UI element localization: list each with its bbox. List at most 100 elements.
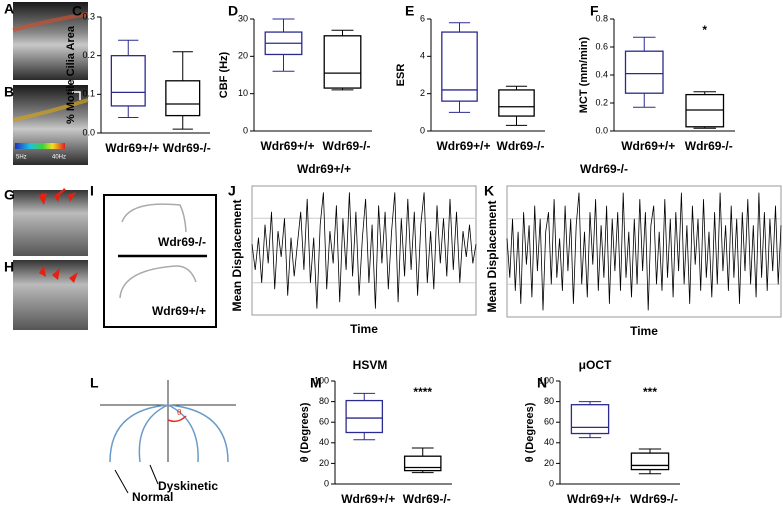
y-tick-label: 100 — [314, 375, 329, 385]
colorbar — [15, 143, 65, 149]
y-tick-label: 0.8 — [595, 13, 608, 23]
y-tick-label: 0 — [243, 125, 248, 135]
panel-label: B — [4, 84, 14, 100]
colorbar-low: 5Hz — [16, 155, 27, 161]
image-g — [13, 190, 88, 256]
panel-label: K — [484, 183, 494, 199]
y-axis-label: ESR — [395, 64, 407, 87]
y-tick-label: 0.0 — [595, 125, 608, 135]
panel-label: A — [4, 1, 14, 17]
box — [345, 399, 384, 434]
y-tick-label: 0.4 — [595, 69, 608, 79]
y-axis-label: θ (Degrees) — [299, 402, 311, 462]
scale-bar — [72, 91, 81, 100]
y-tick-label: 0.2 — [82, 50, 95, 60]
cilia-trace — [121, 203, 187, 233]
x-tick-label: Wdr69-/- — [403, 492, 451, 506]
y-tick-label: 40 — [319, 437, 329, 447]
x-tick-label: Wdr69+/+ — [567, 492, 621, 506]
x-axis-label: Time — [350, 322, 378, 336]
x-tick-label: Wdr69+/+ — [621, 139, 675, 153]
trace — [251, 192, 477, 309]
annotation: **** — [413, 385, 432, 399]
label: Wdr69-/- — [158, 235, 206, 249]
y-axis-label: Mean Displacement — [230, 199, 244, 311]
y-tick-label: 80 — [544, 396, 554, 406]
y-tick-label: 0.0 — [82, 127, 95, 137]
y-tick-label: 0.1 — [82, 89, 95, 99]
box — [165, 80, 201, 117]
y-tick-label: 60 — [544, 417, 554, 427]
panel-label: D — [228, 3, 238, 19]
y-tick-label: 60 — [319, 417, 329, 427]
y-tick-label: 20 — [319, 458, 329, 468]
panel-label: I — [90, 183, 94, 199]
box — [441, 31, 478, 102]
box — [403, 455, 442, 472]
x-tick-label: Wdr69-/- — [685, 139, 733, 153]
frame-i — [103, 194, 217, 328]
y-tick-label: 6 — [420, 13, 425, 23]
y-tick-label: 40 — [544, 437, 554, 447]
overlay — [12, 12, 89, 32]
panel-label: H — [4, 259, 14, 275]
y-tick-label: 10 — [238, 88, 248, 98]
arrows — [38, 188, 78, 283]
x-tick-label: Wdr69-/- — [630, 492, 678, 506]
y-axis-label: CBF (Hz) — [218, 51, 230, 98]
y-tick-label: 80 — [319, 396, 329, 406]
y-tick-label: 30 — [238, 13, 248, 23]
y-tick-label: 0 — [549, 478, 554, 488]
x-tick-label: Wdr69-/- — [497, 139, 545, 153]
y-tick-label: 0.6 — [595, 41, 608, 51]
annotation: * — [702, 23, 707, 37]
x-tick-label: Wdr69+/+ — [105, 141, 159, 155]
chart-title: Wdr69+/+ — [297, 162, 351, 176]
box — [110, 55, 146, 107]
panel-label: C — [72, 3, 82, 19]
x-tick-label: Wdr69+/+ — [436, 139, 490, 153]
chart-title: μOCT — [579, 358, 612, 372]
panel-label: E — [405, 3, 414, 19]
panel-label: G — [4, 187, 15, 203]
y-axis-label: MCT (mm/min) — [578, 36, 590, 113]
panel-label: F — [590, 3, 599, 19]
x-tick-label: Wdr69+/+ — [341, 492, 395, 506]
box — [685, 93, 725, 128]
overlay — [12, 98, 89, 122]
label: Normal — [132, 490, 173, 504]
chart-title: HSVM — [353, 358, 388, 372]
colorbar-high: 40Hz — [52, 155, 66, 161]
cilia-trace — [119, 265, 197, 299]
x-axis-label: Time — [630, 324, 658, 338]
y-tick-label: 0.2 — [595, 97, 608, 107]
panel-label: N — [537, 375, 547, 391]
image-h — [13, 260, 88, 330]
box — [630, 452, 670, 471]
y-tick-label: 4 — [420, 51, 425, 61]
trace — [506, 192, 782, 311]
box — [570, 404, 610, 435]
annotation: *** — [643, 385, 657, 399]
y-axis-label: % Motile Cilia Area — [65, 25, 77, 124]
diagram-l — [100, 380, 236, 494]
y-axis-label: θ (Degrees) — [524, 402, 536, 462]
x-tick-label: Wdr69-/- — [163, 141, 211, 155]
y-tick-label: 0 — [324, 478, 329, 488]
y-tick-label: 2 — [420, 88, 425, 98]
box — [498, 89, 535, 117]
panel-label: J — [228, 183, 236, 199]
y-tick-label: 0 — [420, 125, 425, 135]
box — [323, 35, 362, 89]
y-tick-label: 20 — [544, 458, 554, 468]
x-tick-label: Wdr69+/+ — [260, 139, 314, 153]
image-b — [13, 85, 88, 165]
label: Wdr69+/+ — [152, 304, 206, 318]
angle-label: θ — [177, 408, 182, 417]
panel-label: M — [310, 375, 322, 391]
x-tick-label: Wdr69-/- — [323, 139, 371, 153]
y-tick-label: 100 — [539, 375, 554, 385]
label: Dyskinetic — [158, 479, 218, 493]
y-tick-label: 0.3 — [82, 11, 95, 21]
